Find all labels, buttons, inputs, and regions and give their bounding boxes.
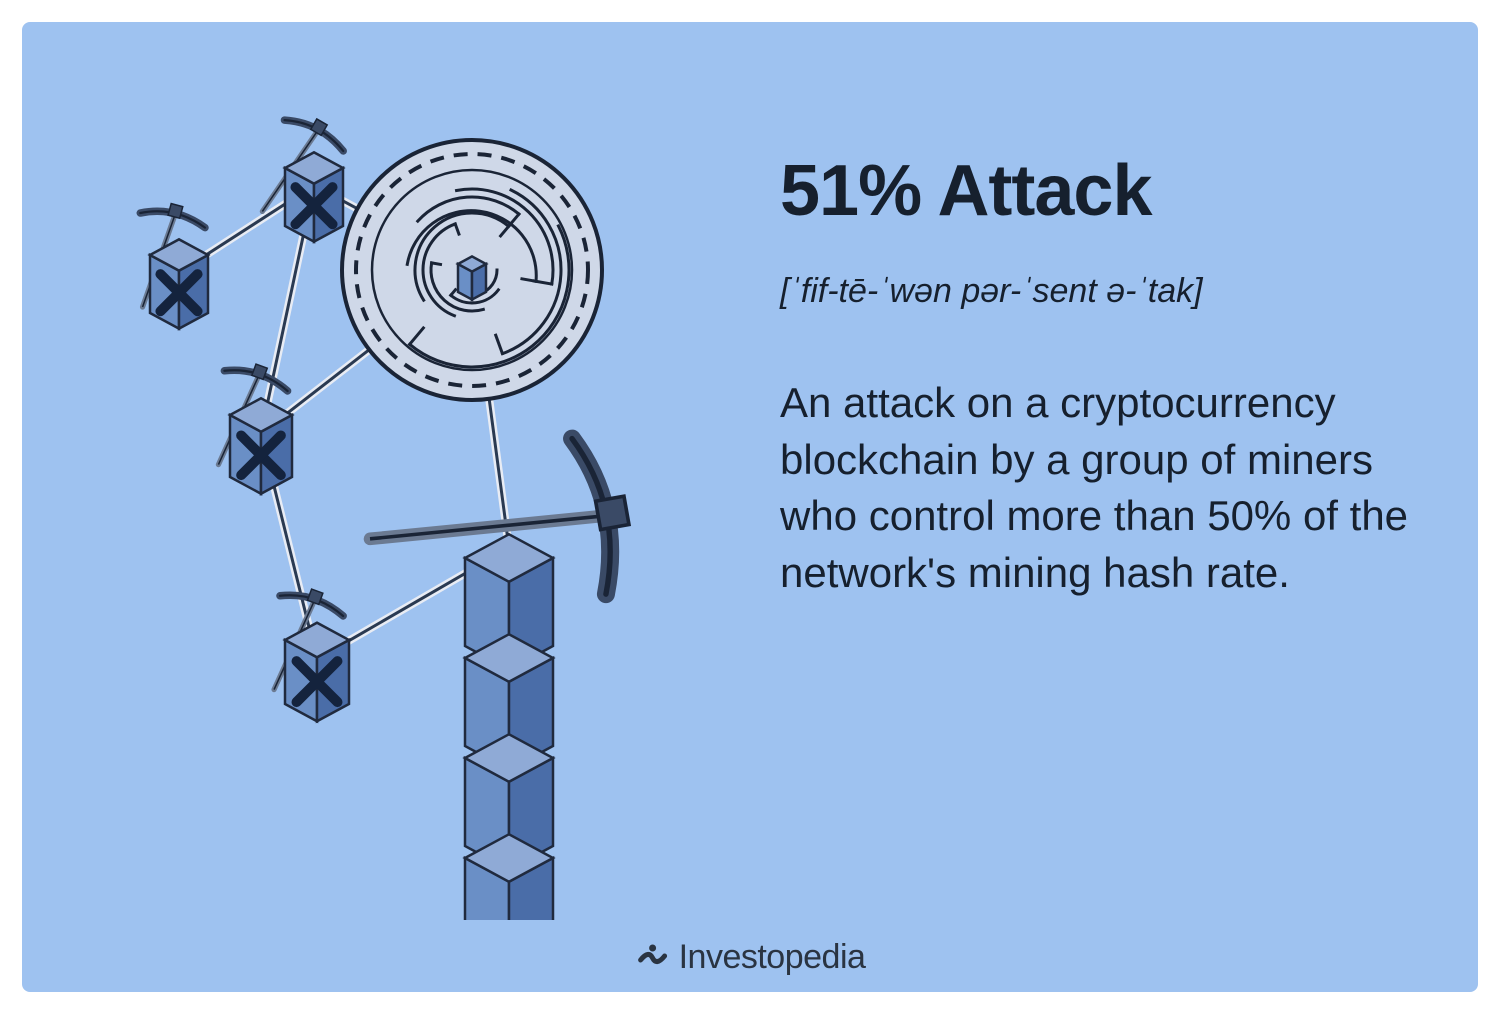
brand-name: Investopedia [679,938,866,977]
attack-illustration [60,60,720,920]
brand-icon [635,940,671,976]
term-pronunciation: [ˈfif-tē-ˈwən pər-ˈsent ə-ˈtak] [780,272,1410,311]
term-title: 51% Attack [780,150,1410,232]
infographic-canvas: 51% Attack [ˈfif-tē-ˈwən pər-ˈsent ə-ˈta… [0,0,1500,1013]
term-definition: An attack on a cryptocurrency blockchain… [780,375,1410,602]
text-content: 51% Attack [ˈfif-tē-ˈwən pər-ˈsent ə-ˈta… [780,150,1410,602]
brand-footer: Investopedia [635,938,866,977]
